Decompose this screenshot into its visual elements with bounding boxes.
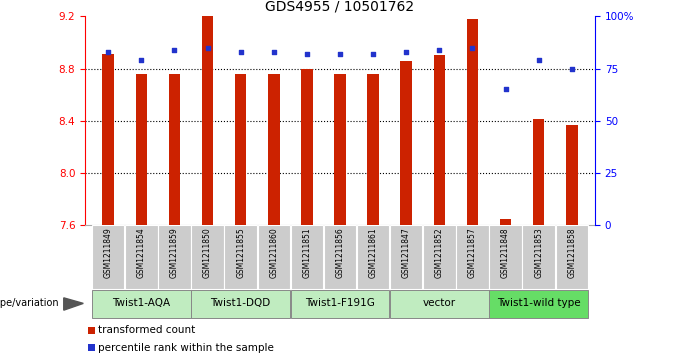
Bar (158, 225, 190, 289)
Bar (522, 225, 555, 289)
Point (235, 49, 246, 55)
Text: transformed count: transformed count (99, 325, 196, 335)
Bar (125, 225, 158, 289)
Text: GSM1211856: GSM1211856 (335, 228, 345, 278)
Text: GSM1211851: GSM1211851 (303, 228, 311, 278)
Bar (191, 290, 290, 318)
Bar (290, 225, 323, 289)
Bar (191, 225, 224, 289)
Point (335, 51, 345, 57)
Bar (490, 225, 522, 289)
Bar (490, 290, 588, 318)
Text: GSM1211849: GSM1211849 (103, 228, 113, 278)
Bar (367, 74, 379, 225)
Text: GSM1211860: GSM1211860 (269, 228, 278, 278)
Text: GSM1211859: GSM1211859 (170, 228, 179, 278)
Text: GSM1211850: GSM1211850 (203, 228, 212, 278)
Polygon shape (64, 298, 83, 310)
Text: Twist1-AQA: Twist1-AQA (112, 298, 171, 309)
Bar (88, 344, 95, 351)
Point (401, 49, 411, 55)
Text: vector: vector (423, 298, 456, 309)
Text: GSM1211847: GSM1211847 (402, 228, 411, 278)
Text: GSM1211861: GSM1211861 (369, 228, 377, 278)
Point (169, 47, 180, 53)
Point (202, 45, 213, 50)
Bar (258, 225, 290, 289)
Title: GDS4955 / 10501762: GDS4955 / 10501762 (265, 0, 415, 14)
Bar (334, 74, 346, 225)
Bar (434, 56, 445, 225)
Text: GSM1211857: GSM1211857 (468, 228, 477, 278)
Bar (533, 119, 545, 225)
Bar (456, 225, 489, 289)
Bar (500, 219, 511, 225)
Bar (390, 290, 489, 318)
Point (467, 45, 478, 50)
Text: GSM1211858: GSM1211858 (567, 228, 577, 278)
Bar (268, 74, 279, 225)
Bar (103, 54, 114, 225)
Bar (401, 61, 412, 225)
Bar (290, 290, 390, 318)
Text: GSM1211848: GSM1211848 (501, 228, 510, 278)
Bar (566, 125, 577, 225)
Point (500, 86, 511, 92)
Bar (357, 225, 390, 289)
Bar (466, 19, 478, 225)
Text: GSM1211854: GSM1211854 (137, 228, 146, 278)
Bar (390, 225, 422, 289)
Bar (92, 290, 190, 318)
Point (301, 51, 312, 57)
Bar (235, 74, 246, 225)
Bar (202, 16, 214, 225)
Bar (324, 225, 356, 289)
Bar (556, 225, 588, 289)
Text: GSM1211855: GSM1211855 (236, 228, 245, 278)
Bar (423, 225, 456, 289)
Text: GSM1211852: GSM1211852 (435, 228, 444, 278)
Point (269, 49, 279, 55)
Point (434, 47, 445, 53)
Point (103, 49, 114, 55)
Bar (301, 69, 313, 225)
Text: Twist1-DQD: Twist1-DQD (211, 298, 271, 309)
Text: Twist1-F191G: Twist1-F191G (305, 298, 375, 309)
Point (533, 57, 544, 63)
Point (566, 66, 577, 72)
Text: GSM1211853: GSM1211853 (534, 228, 543, 278)
Point (368, 51, 379, 57)
Text: genotype/variation: genotype/variation (0, 298, 60, 309)
Point (136, 57, 147, 63)
Text: Twist1-wild type: Twist1-wild type (497, 298, 581, 309)
Bar (224, 225, 257, 289)
Bar (169, 74, 180, 225)
Bar (88, 327, 95, 334)
Text: percentile rank within the sample: percentile rank within the sample (99, 343, 274, 353)
Bar (92, 225, 124, 289)
Bar (135, 74, 147, 225)
